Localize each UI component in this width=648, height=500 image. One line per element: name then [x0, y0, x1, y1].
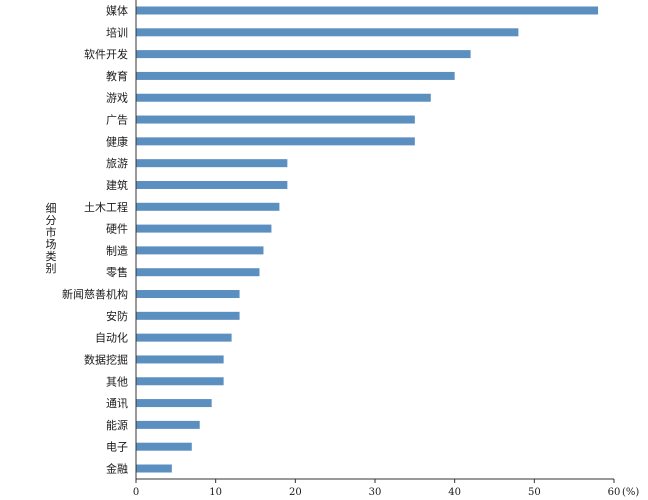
- category-label: 其他: [106, 375, 128, 388]
- bar: [136, 28, 519, 37]
- category-label: 土木工程: [84, 201, 128, 214]
- y-axis-title-char: 别: [46, 262, 57, 275]
- x-tick-label: 0: [133, 487, 139, 498]
- category-label: 教育: [106, 69, 128, 83]
- bar: [136, 377, 224, 386]
- x-tick-label: 50: [528, 487, 541, 498]
- bar: [136, 333, 232, 342]
- x-tick-label: 10: [209, 487, 222, 498]
- category-labels: 媒体培训软件开发教育游戏广告健康旅游建筑土木工程硬件制造零售新闻慈善机构安防自动…: [62, 4, 128, 476]
- x-tick-label: 40: [448, 487, 461, 498]
- category-label: 建筑: [106, 178, 128, 192]
- category-label: 硬件: [106, 223, 128, 236]
- bars-layer: [136, 6, 599, 473]
- category-label: 电子: [106, 441, 128, 454]
- category-label: 安防: [106, 309, 128, 323]
- category-label: 金融: [106, 462, 128, 476]
- category-label: 通讯: [106, 397, 128, 410]
- bar: [136, 268, 260, 277]
- category-label: 能源: [106, 418, 128, 432]
- bar: [136, 311, 240, 320]
- bar: [136, 224, 272, 233]
- bar: [136, 6, 599, 15]
- bar: [136, 442, 192, 451]
- category-label: 广告: [106, 114, 128, 127]
- y-axis-title-char: 类: [46, 249, 57, 263]
- category-label: 零售: [106, 265, 128, 279]
- category-label: 数据挖掘: [84, 352, 128, 366]
- bar: [136, 93, 431, 102]
- x-tick-label: 20: [289, 487, 302, 498]
- bar: [136, 159, 288, 168]
- bar: [136, 420, 200, 429]
- category-label: 制造: [106, 243, 128, 257]
- category-label: 游戏: [106, 92, 128, 105]
- bar: [136, 399, 212, 408]
- x-ticks-layer: 0 10 20 30 40 50 60: [133, 479, 621, 498]
- x-tick-label: 60: [608, 487, 621, 498]
- y-axis-title-char: 场: [46, 237, 57, 251]
- category-label: 媒体: [106, 4, 128, 18]
- category-label: 新闻慈善机构: [62, 287, 128, 301]
- y-axis-title-char: 细: [46, 202, 57, 215]
- category-label: 旅游: [106, 156, 128, 170]
- bar: [136, 137, 415, 146]
- category-label: 健康: [106, 134, 128, 148]
- x-tick-label: 30: [369, 487, 382, 498]
- bar: [136, 115, 415, 124]
- y-axis-title-char: 分: [46, 214, 57, 227]
- bar: [136, 71, 455, 80]
- x-axis-unit-label: (%): [622, 487, 639, 498]
- category-label: 软件开发: [84, 47, 128, 61]
- bar: [136, 202, 280, 211]
- bar: [136, 246, 264, 255]
- bar: [136, 355, 224, 364]
- bar: [136, 50, 471, 59]
- category-label: 培训: [106, 25, 128, 39]
- bar: [136, 464, 172, 473]
- category-label: 自动化: [95, 331, 128, 345]
- bar: [136, 180, 288, 189]
- y-axis-title-char: 市: [46, 225, 57, 239]
- bar: [136, 290, 240, 299]
